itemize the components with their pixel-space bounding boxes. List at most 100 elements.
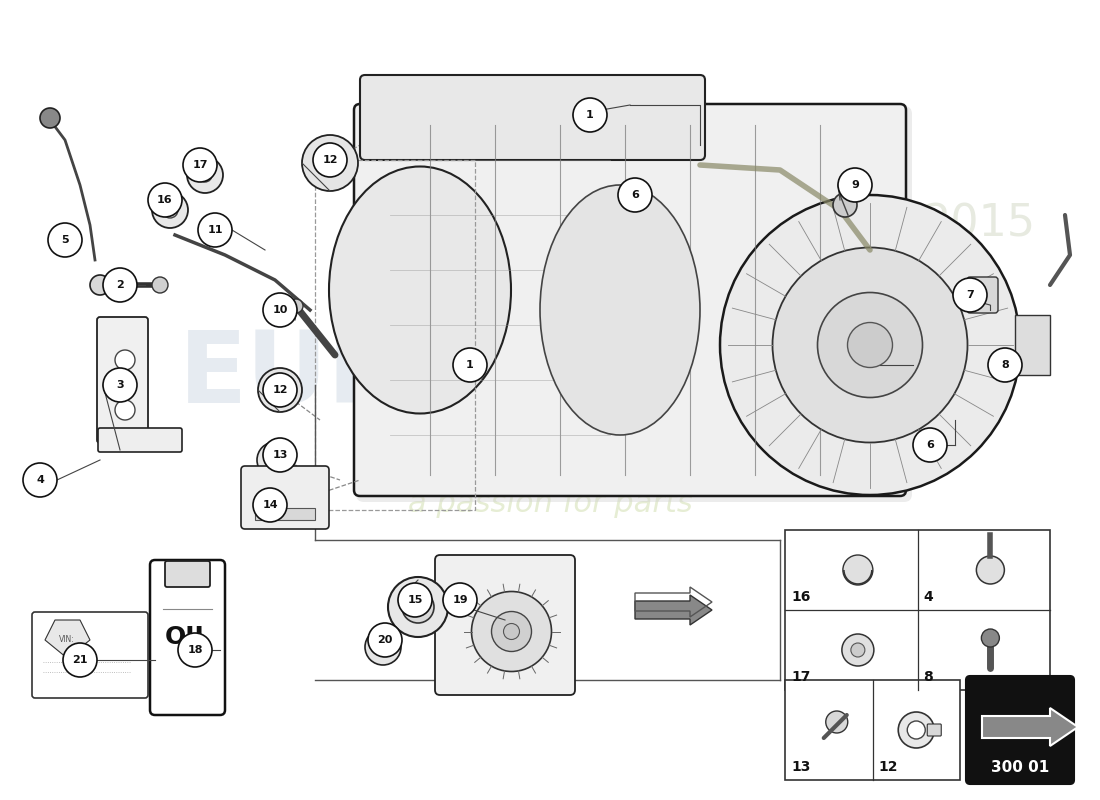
Text: 10: 10 (273, 305, 288, 315)
Bar (1015, 315, 1050, 375)
Text: OIL: OIL (164, 626, 211, 650)
Circle shape (988, 348, 1022, 382)
Text: 7: 7 (966, 290, 974, 300)
Circle shape (63, 643, 97, 677)
Circle shape (162, 202, 178, 218)
Circle shape (908, 721, 925, 739)
Circle shape (314, 143, 346, 177)
Circle shape (116, 400, 135, 420)
Text: 20: 20 (377, 635, 393, 645)
Circle shape (913, 428, 947, 462)
Bar (785, 530, 1050, 690)
Text: 18: 18 (187, 645, 202, 655)
Circle shape (148, 183, 182, 217)
Circle shape (23, 463, 57, 497)
Circle shape (772, 247, 968, 442)
Circle shape (187, 157, 223, 193)
Circle shape (257, 442, 293, 478)
Text: 15: 15 (407, 595, 422, 605)
Circle shape (842, 634, 873, 666)
Circle shape (268, 453, 282, 467)
FancyArrow shape (635, 595, 712, 625)
Text: 1: 1 (466, 360, 474, 370)
Circle shape (368, 623, 402, 657)
Circle shape (289, 299, 302, 313)
Circle shape (847, 322, 892, 367)
Circle shape (253, 488, 287, 522)
Text: 300 01: 300 01 (991, 761, 1049, 775)
Text: 8: 8 (1001, 360, 1009, 370)
Text: 17: 17 (791, 670, 811, 684)
Circle shape (198, 213, 232, 247)
Circle shape (324, 158, 336, 168)
Bar (785, 680, 960, 780)
Text: 4: 4 (924, 590, 933, 604)
Circle shape (838, 168, 872, 202)
Circle shape (843, 555, 873, 585)
Text: 19: 19 (452, 595, 468, 605)
Text: a passion for parts: a passion for parts (408, 490, 692, 518)
FancyBboxPatch shape (97, 317, 148, 443)
Circle shape (826, 711, 848, 733)
Circle shape (851, 643, 865, 657)
Text: 6: 6 (926, 440, 934, 450)
Text: 13: 13 (273, 450, 288, 460)
Text: 3: 3 (117, 380, 124, 390)
Circle shape (411, 600, 425, 614)
Circle shape (504, 623, 519, 639)
Circle shape (573, 98, 607, 132)
Text: 21: 21 (73, 655, 88, 665)
Circle shape (618, 178, 652, 212)
Text: 4: 4 (36, 475, 44, 485)
FancyBboxPatch shape (356, 106, 912, 502)
Circle shape (103, 368, 138, 402)
Circle shape (271, 381, 289, 399)
Circle shape (116, 350, 135, 370)
Text: 5: 5 (62, 235, 69, 245)
Circle shape (899, 712, 934, 748)
Circle shape (302, 135, 358, 191)
FancyBboxPatch shape (354, 104, 906, 496)
Text: 8: 8 (924, 670, 933, 684)
Circle shape (152, 277, 168, 293)
FancyBboxPatch shape (434, 555, 575, 695)
Text: 1: 1 (586, 110, 594, 120)
Circle shape (318, 151, 342, 175)
Circle shape (263, 373, 297, 407)
Text: 16: 16 (157, 195, 173, 205)
FancyBboxPatch shape (927, 724, 942, 736)
Circle shape (720, 195, 1020, 495)
Circle shape (492, 611, 531, 651)
Circle shape (258, 368, 303, 412)
Circle shape (833, 193, 857, 217)
Text: 12: 12 (322, 155, 338, 165)
FancyBboxPatch shape (150, 560, 226, 715)
FancyBboxPatch shape (98, 428, 182, 452)
Ellipse shape (329, 166, 512, 414)
PathPatch shape (45, 620, 90, 658)
Circle shape (263, 438, 297, 472)
Circle shape (263, 293, 297, 327)
Circle shape (388, 577, 448, 637)
Text: 6: 6 (631, 190, 639, 200)
Circle shape (953, 278, 987, 312)
FancyBboxPatch shape (967, 277, 998, 313)
Bar (255, 508, 315, 520)
Circle shape (472, 591, 551, 671)
Text: VIN:: VIN: (59, 635, 75, 645)
Text: 17: 17 (192, 160, 208, 170)
Circle shape (443, 583, 477, 617)
Circle shape (178, 633, 212, 667)
FancyBboxPatch shape (360, 75, 705, 160)
Text: 12: 12 (879, 760, 898, 774)
Circle shape (376, 640, 390, 654)
Text: 2015: 2015 (923, 202, 1035, 246)
FancyBboxPatch shape (165, 561, 210, 587)
Circle shape (198, 168, 212, 182)
Circle shape (40, 108, 60, 128)
Text: 9: 9 (851, 180, 859, 190)
FancyBboxPatch shape (32, 612, 148, 698)
Circle shape (365, 629, 402, 665)
FancyBboxPatch shape (241, 466, 329, 529)
Circle shape (183, 148, 217, 182)
